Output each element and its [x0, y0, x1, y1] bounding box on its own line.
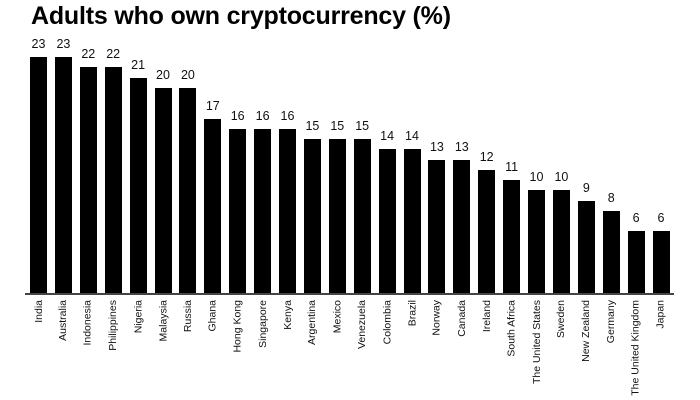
x-tick-label: Indonesia [81, 300, 94, 346]
x-tick-label: Ireland [480, 300, 493, 333]
bar-singapore [254, 128, 272, 293]
value-label: 16 [230, 108, 245, 123]
value-label: 17 [205, 98, 220, 113]
x-tick-label: Norway [430, 300, 443, 336]
x-tick-label: Ghana [206, 300, 219, 332]
x-tick-label: The United States [530, 300, 543, 385]
x-tick-label: Colombia [381, 300, 394, 345]
bar-venezuela [353, 139, 371, 293]
bar-ireland [478, 169, 496, 293]
value-label: 14 [405, 129, 419, 144]
bar-the-united-states [528, 190, 545, 293]
value-label: 15 [305, 119, 320, 134]
bar-colombia [378, 149, 396, 293]
x-tick-label: South Africa [505, 300, 518, 357]
x-tick-label: Japan [654, 300, 667, 329]
bar-ghana [204, 118, 222, 293]
x-tick-label: Brazil [406, 300, 419, 327]
value-label: 20 [180, 67, 195, 82]
bar-sweden [552, 190, 570, 293]
value-label: 9 [582, 180, 590, 195]
bar-canada [453, 159, 471, 293]
x-tick-label: Argentina [306, 300, 319, 345]
x-tick-label: Mexico [331, 300, 344, 334]
x-tick-label: Australia [57, 300, 70, 341]
bar-germany [602, 210, 620, 293]
x-tick-label: Kenya [281, 300, 294, 330]
value-label: 10 [529, 170, 544, 185]
bar-argentina [303, 139, 321, 293]
x-tick-label: Venezuela [356, 300, 369, 350]
value-label: 14 [380, 129, 395, 144]
bar-nigeria [129, 77, 147, 293]
x-tick-label: Nigeria [132, 300, 145, 334]
value-label: 10 [554, 170, 569, 185]
value-label: 20 [156, 67, 170, 82]
value-label: 15 [330, 119, 345, 134]
value-label: 13 [429, 139, 444, 154]
bar-norway [428, 159, 446, 293]
x-tick-label: Sweden [555, 300, 568, 338]
bar-south-africa [503, 180, 521, 293]
value-label: 22 [106, 47, 121, 62]
x-tick-label: Singapore [256, 300, 269, 348]
x-tick-label: The United Kingdom [629, 300, 642, 396]
value-label: 22 [81, 47, 96, 62]
value-label: 15 [355, 119, 370, 134]
bar-the-united-kingdom [627, 231, 645, 293]
bar-malaysia [154, 87, 172, 293]
value-label: 21 [131, 57, 146, 72]
bar-brazil [403, 149, 421, 293]
x-tick-label: India [32, 300, 45, 323]
bar-hong-kong [229, 128, 247, 293]
x-tick-label: Canada [455, 300, 468, 337]
bar-japan [652, 231, 670, 293]
value-label: 6 [657, 211, 665, 226]
value-label: 16 [255, 108, 270, 123]
value-label: 13 [454, 139, 469, 154]
x-axis-line [25, 293, 674, 295]
bar-new-zealand [577, 200, 595, 293]
x-tick-label: Philippines [106, 300, 119, 351]
bar-indonesia [79, 67, 97, 293]
value-label: 23 [56, 37, 71, 52]
value-label: 23 [31, 37, 46, 52]
bar-mexico [328, 139, 346, 293]
x-tick-label: Germany [605, 300, 618, 344]
x-tick-label: Hong Kong [231, 300, 244, 353]
chart-title: Adults who own cryptocurrency (%) [31, 2, 451, 30]
x-tick-label: Malaysia [157, 300, 170, 342]
value-label: 6 [632, 211, 640, 226]
x-tick-label: New Zealand [580, 300, 593, 362]
bar-russia [179, 87, 197, 293]
bar-philippines [104, 67, 122, 293]
value-label: 12 [479, 149, 494, 164]
value-label: 16 [280, 108, 295, 123]
value-label: 11 [505, 160, 519, 175]
value-label: 8 [607, 190, 615, 205]
x-tick-label: Russia [182, 300, 194, 333]
bar-kenya [279, 128, 296, 293]
bar-australia [54, 57, 72, 293]
bar-india [30, 57, 47, 293]
